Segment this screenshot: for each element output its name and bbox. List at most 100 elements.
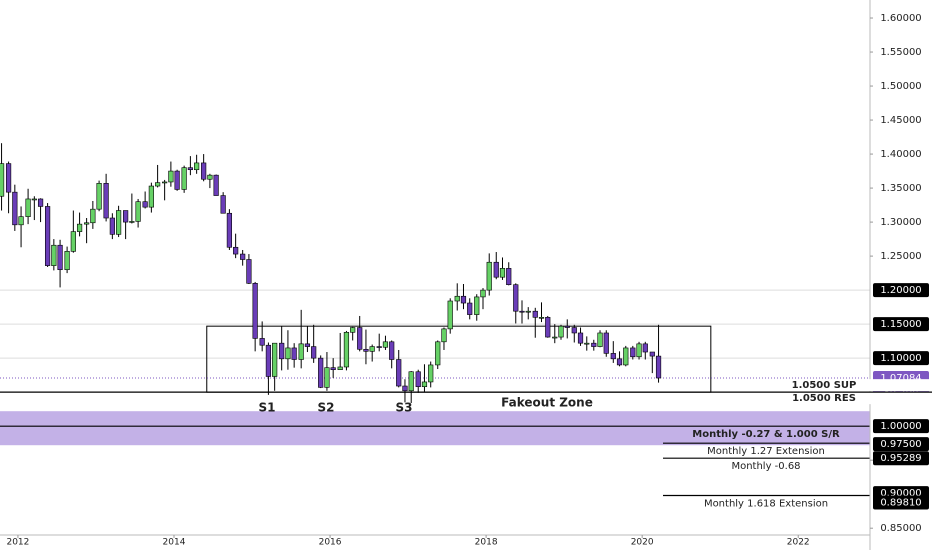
price-label: 0.95289 xyxy=(880,453,921,464)
price-label: 1.20000 xyxy=(880,285,921,296)
candle-body xyxy=(545,317,551,338)
candle-body xyxy=(259,338,265,346)
candle-body xyxy=(389,341,395,360)
candle-body xyxy=(304,343,311,347)
x-tick-label: 2016 xyxy=(319,538,342,548)
candle-body xyxy=(655,355,662,379)
candle-body xyxy=(616,358,623,366)
candle-body xyxy=(382,341,389,348)
candle-body xyxy=(162,181,168,184)
price-label: 1.10000 xyxy=(880,353,921,364)
y-tick-label: 1.50000 xyxy=(880,81,921,92)
candle-body xyxy=(84,222,90,225)
x-tick-label: 2012 xyxy=(6,538,29,548)
candle-body xyxy=(486,261,492,291)
candle-body xyxy=(194,162,200,171)
candle-body xyxy=(0,163,5,197)
candle-body xyxy=(220,195,226,214)
candle-body xyxy=(493,261,499,278)
candle-body xyxy=(525,310,531,313)
candle-body xyxy=(279,342,285,360)
candle-body xyxy=(252,283,258,339)
price-label: 1.07084 xyxy=(880,373,921,384)
candle-body xyxy=(155,182,161,187)
candle-body xyxy=(369,346,375,352)
zone xyxy=(0,411,870,446)
level-text: Monthly -0.68 xyxy=(731,461,800,472)
support-label: 1.0500 RES xyxy=(792,393,856,404)
price-label: 0.89810 xyxy=(880,497,921,508)
y-tick-label: 0.85000 xyxy=(880,523,921,534)
candle-body xyxy=(337,366,343,371)
support-label: 1.0500 SUP xyxy=(792,380,857,391)
candle-body xyxy=(343,331,350,368)
y-tick-label: 1.60000 xyxy=(880,13,921,24)
candle-body xyxy=(96,183,102,210)
x-tick-label: 2014 xyxy=(163,538,186,548)
price-label-box xyxy=(873,419,929,434)
price-label-box xyxy=(873,495,929,510)
support-label-box xyxy=(778,392,932,405)
candle-body xyxy=(12,191,18,226)
candle-body xyxy=(265,344,272,377)
candle-body xyxy=(402,385,408,392)
x-tick-label: 2020 xyxy=(631,538,654,548)
candle-body xyxy=(584,342,590,345)
candle-body xyxy=(37,198,44,207)
y-tick-label: 1.55000 xyxy=(880,47,921,58)
price-label-box xyxy=(873,283,929,298)
candle-body xyxy=(76,223,83,232)
candle-body xyxy=(630,347,636,358)
candle-body xyxy=(532,310,538,318)
candle-body xyxy=(350,327,356,333)
price-label-box xyxy=(873,351,929,366)
candle-body xyxy=(5,163,12,193)
support-label-box xyxy=(778,379,932,392)
candle-body xyxy=(90,208,96,224)
candle-body xyxy=(428,364,434,383)
candle-body xyxy=(415,371,421,388)
candle-body xyxy=(187,167,193,171)
level-text: Monthly 1.27 Extension xyxy=(707,446,825,457)
candle-body xyxy=(272,342,278,377)
candle-body xyxy=(642,343,648,353)
price-label: 0.97500 xyxy=(880,439,921,450)
candle-body xyxy=(597,332,603,347)
candle-body xyxy=(246,259,252,284)
annotation: Fakeout Zone xyxy=(501,396,593,410)
candle-body xyxy=(285,347,291,360)
candle-body xyxy=(298,343,304,360)
level-text: Monthly 1.618 Extension xyxy=(704,498,828,509)
candle-body xyxy=(623,347,629,366)
candle-body xyxy=(460,295,467,304)
candle-body xyxy=(363,348,369,352)
y-tick-label: 1.45000 xyxy=(880,115,921,126)
price-label: 0.90000 xyxy=(880,488,921,499)
candle-body xyxy=(435,341,441,366)
candle-body xyxy=(291,347,297,360)
candle-body xyxy=(408,371,414,392)
candle-body xyxy=(513,284,519,312)
candle-body xyxy=(318,357,324,388)
candle-body xyxy=(103,183,109,219)
candle-body xyxy=(213,174,219,196)
candle-body xyxy=(57,244,63,271)
annotation: S2 xyxy=(318,401,335,415)
price-label: 1.15000 xyxy=(880,319,921,330)
candle-body xyxy=(474,296,480,315)
candle-body xyxy=(649,351,655,357)
candle-body xyxy=(610,353,616,360)
annotation: S1 xyxy=(259,401,276,415)
candle-body xyxy=(70,231,76,252)
candle-body xyxy=(116,210,122,235)
candle-body xyxy=(226,212,232,248)
x-tick-label: 2018 xyxy=(475,538,498,548)
candle-body xyxy=(181,167,187,190)
candle-body xyxy=(603,332,609,354)
candle-body xyxy=(201,162,207,180)
candle-body xyxy=(571,327,577,334)
candle-body xyxy=(51,244,57,266)
candle-body xyxy=(207,174,213,180)
candle-body xyxy=(240,253,246,260)
